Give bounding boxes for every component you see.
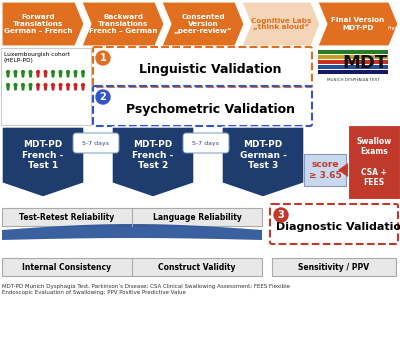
Polygon shape <box>74 73 77 78</box>
Polygon shape <box>14 86 17 91</box>
Circle shape <box>37 84 40 86</box>
Circle shape <box>82 84 84 86</box>
Polygon shape <box>59 73 62 78</box>
Polygon shape <box>36 86 40 91</box>
Circle shape <box>37 71 40 73</box>
Polygon shape <box>21 86 25 91</box>
Circle shape <box>96 51 110 65</box>
Circle shape <box>22 71 24 73</box>
Polygon shape <box>162 2 244 46</box>
Circle shape <box>52 84 54 86</box>
Circle shape <box>6 71 10 73</box>
Polygon shape <box>112 127 194 197</box>
FancyBboxPatch shape <box>318 50 388 54</box>
Circle shape <box>74 71 77 73</box>
Circle shape <box>29 84 32 86</box>
Polygon shape <box>29 73 32 78</box>
Polygon shape <box>51 86 55 91</box>
Polygon shape <box>2 127 84 197</box>
Polygon shape <box>338 155 370 197</box>
Text: Diagnostic Validation: Diagnostic Validation <box>276 222 400 232</box>
Text: 3: 3 <box>278 210 284 220</box>
Circle shape <box>74 84 77 86</box>
Circle shape <box>52 71 54 73</box>
Polygon shape <box>74 86 77 91</box>
Polygon shape <box>21 73 25 78</box>
FancyBboxPatch shape <box>304 154 346 186</box>
Text: 5-7 days: 5-7 days <box>192 141 220 145</box>
Polygon shape <box>82 2 164 46</box>
Polygon shape <box>81 86 85 91</box>
Circle shape <box>96 90 110 104</box>
Text: Psychometric Validation: Psychometric Validation <box>126 103 295 116</box>
Polygon shape <box>81 73 85 78</box>
FancyBboxPatch shape <box>2 208 262 226</box>
Circle shape <box>82 71 84 73</box>
Text: Linguistic Validation: Linguistic Validation <box>139 63 282 76</box>
Text: 5-7 days: 5-7 days <box>82 141 110 145</box>
Circle shape <box>59 84 62 86</box>
FancyBboxPatch shape <box>318 70 388 74</box>
Circle shape <box>59 71 62 73</box>
Polygon shape <box>59 86 62 91</box>
Polygon shape <box>318 2 398 46</box>
FancyBboxPatch shape <box>73 133 119 153</box>
FancyBboxPatch shape <box>348 125 400 199</box>
Polygon shape <box>6 73 10 78</box>
Polygon shape <box>2 224 262 240</box>
Text: 2: 2 <box>100 92 106 102</box>
Text: Construct Validity: Construct Validity <box>158 262 236 272</box>
Text: Backward
Translations
French – German: Backward Translations French – German <box>89 14 157 34</box>
Polygon shape <box>36 73 40 78</box>
Text: Consented
Version
„peer-review“: Consented Version „peer-review“ <box>174 14 232 34</box>
Polygon shape <box>51 73 55 78</box>
Text: MDT-PD
German -
Test 3: MDT-PD German - Test 3 <box>240 140 286 170</box>
Polygon shape <box>242 2 320 46</box>
Polygon shape <box>44 86 47 91</box>
Text: Test-Retest Reliability: Test-Retest Reliability <box>19 213 115 222</box>
Text: MDT: MDT <box>342 54 388 72</box>
FancyBboxPatch shape <box>318 55 388 59</box>
Polygon shape <box>2 2 84 46</box>
Circle shape <box>274 208 288 222</box>
Text: MDT-PD
French -
Test 2: MDT-PD French - Test 2 <box>132 140 174 170</box>
Text: MDT-PD Munich Dysphagia Test, Parkinson’s Disease; CSA Clinical Swallowing Asses: MDT-PD Munich Dysphagia Test, Parkinson’… <box>2 284 290 295</box>
Polygon shape <box>222 127 304 197</box>
Circle shape <box>14 84 17 86</box>
Text: Cognitive Labs
„think aloud“: Cognitive Labs „think aloud“ <box>251 17 311 31</box>
Circle shape <box>66 84 70 86</box>
FancyBboxPatch shape <box>2 258 262 276</box>
Text: Final Version
MDT-PD: Final Version MDT-PD <box>331 17 385 31</box>
Text: score
≥ 3.65: score ≥ 3.65 <box>309 160 341 180</box>
Text: French: French <box>388 26 400 31</box>
FancyBboxPatch shape <box>183 133 229 153</box>
Polygon shape <box>66 73 70 78</box>
FancyBboxPatch shape <box>318 60 388 64</box>
Text: Language Reliability: Language Reliability <box>152 213 242 222</box>
Circle shape <box>44 71 47 73</box>
Text: Sensitivity / PPV: Sensitivity / PPV <box>298 262 370 272</box>
Polygon shape <box>29 86 32 91</box>
FancyBboxPatch shape <box>1 48 91 125</box>
Circle shape <box>22 84 24 86</box>
Polygon shape <box>66 86 70 91</box>
Text: Forward
Translations
German – French: Forward Translations German – French <box>4 14 73 34</box>
Text: 1: 1 <box>100 53 106 63</box>
Circle shape <box>66 71 70 73</box>
Circle shape <box>14 71 17 73</box>
Polygon shape <box>14 73 17 78</box>
Text: Internal Consistency: Internal Consistency <box>22 262 112 272</box>
Circle shape <box>44 84 47 86</box>
Polygon shape <box>44 73 47 78</box>
Text: MDT-PD
French -
Test 1: MDT-PD French - Test 1 <box>22 140 64 170</box>
Text: Swallow
Exams

CSA +
FEES: Swallow Exams CSA + FEES <box>356 137 392 187</box>
Circle shape <box>29 71 32 73</box>
Polygon shape <box>6 86 10 91</box>
Circle shape <box>6 84 10 86</box>
Text: Luxembourgish cohort
(HELP-PD): Luxembourgish cohort (HELP-PD) <box>4 52 70 63</box>
FancyBboxPatch shape <box>272 258 396 276</box>
Text: MUNICH DYSPHAGIA TEST: MUNICH DYSPHAGIA TEST <box>327 78 379 82</box>
FancyBboxPatch shape <box>318 65 388 69</box>
